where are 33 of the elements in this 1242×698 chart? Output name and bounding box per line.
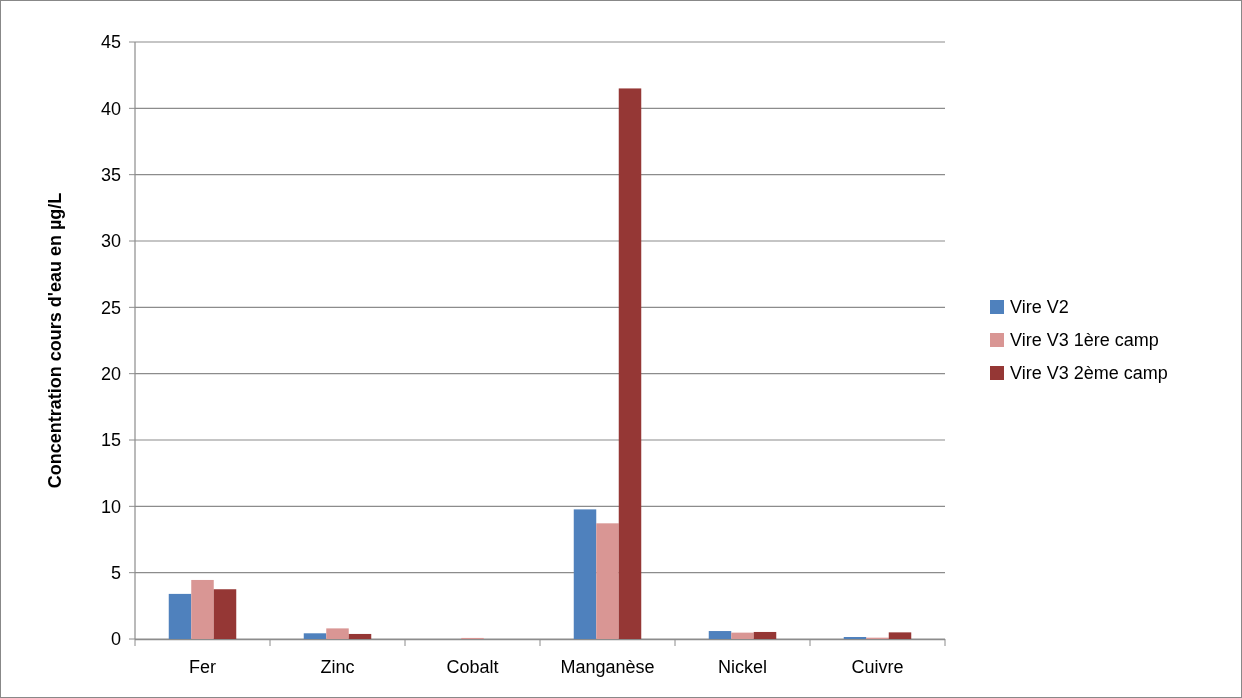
x-tick-label: Cobalt: [446, 657, 499, 677]
bar: [326, 628, 349, 639]
y-tick-label: 0: [110, 629, 121, 650]
y-tick-label: 25: [100, 297, 121, 318]
bar: [708, 631, 732, 639]
y-tick-label: 10: [100, 496, 121, 517]
bar: [213, 589, 237, 639]
y-tick-label: 15: [100, 430, 121, 451]
y-tick-label: 35: [100, 164, 121, 185]
y-tick-label: 30: [100, 231, 121, 252]
bar: [168, 593, 192, 639]
x-tick-label: Cuivre: [851, 657, 904, 677]
x-tick-label: Nickel: [717, 657, 768, 677]
x-tick-label: Fer: [189, 657, 217, 677]
bar: [731, 632, 754, 639]
bar: [753, 631, 777, 639]
x-tick-label: Zinc: [320, 657, 355, 677]
bar: [303, 633, 327, 639]
bar: [573, 509, 597, 639]
y-tick-label: 20: [100, 363, 121, 384]
bar: [348, 633, 372, 639]
legend-label: Vire V3 1ère camp: [1010, 330, 1159, 351]
y-tick-label: 45: [100, 32, 121, 53]
bar: [888, 632, 912, 639]
y-axis-title: Concentration cours d'eau en µg/L: [45, 192, 65, 489]
bar: [618, 88, 642, 639]
y-tick-label: 5: [110, 562, 121, 583]
legend-label: Vire V3 2ème camp: [1010, 363, 1168, 384]
x-tick-label: Manganèse: [560, 657, 655, 677]
bar: [596, 523, 619, 639]
bar: [191, 579, 214, 639]
y-tick-label: 40: [100, 98, 121, 119]
legend-label: Vire V2: [1010, 297, 1069, 318]
